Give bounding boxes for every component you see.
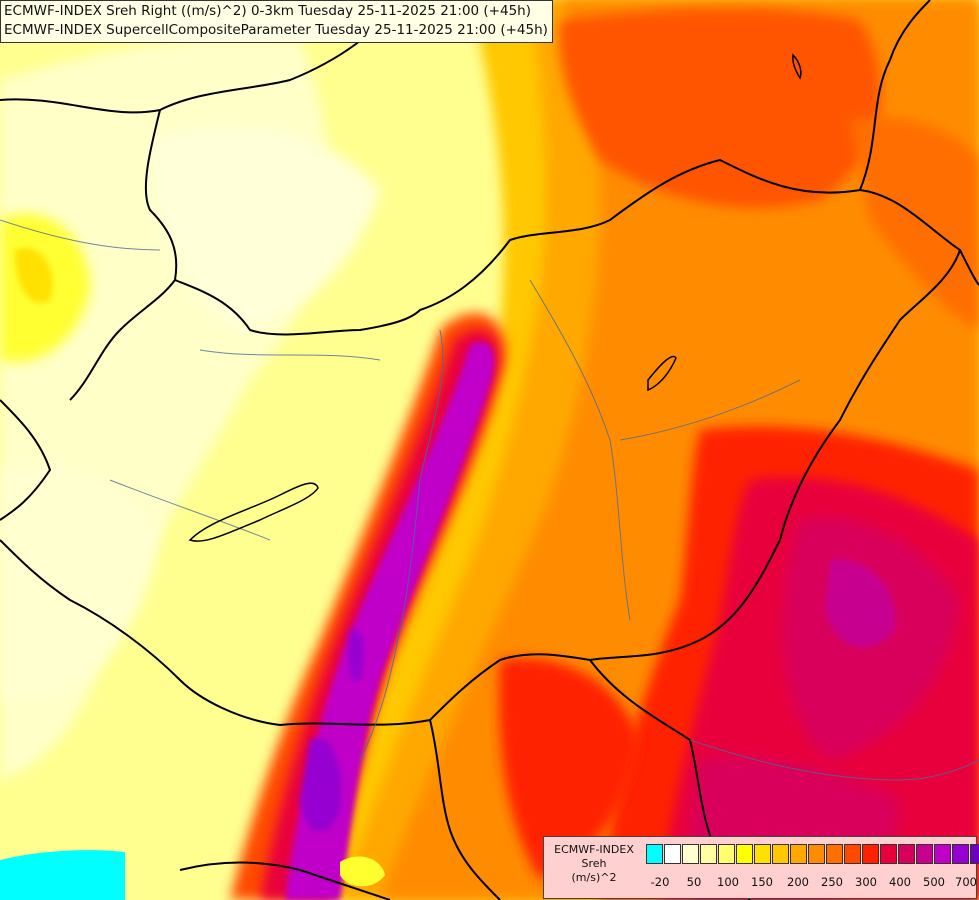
legend-swatch <box>970 844 979 864</box>
legend-tick-label: 150 <box>751 875 773 889</box>
legend-swatch <box>718 844 735 864</box>
legend-swatch <box>772 844 789 864</box>
lakes <box>188 53 802 542</box>
legend-swatch <box>826 844 843 864</box>
legend-swatch <box>808 844 825 864</box>
legend-tick-label: 50 <box>686 875 702 889</box>
legend-tick-label: -20 <box>650 875 670 889</box>
legend-tick-label: 400 <box>889 875 911 889</box>
legend-tick-label: 300 <box>855 875 877 889</box>
legend-swatch <box>952 844 969 864</box>
legend-swatch <box>862 844 879 864</box>
rivers <box>0 219 979 781</box>
legend-swatch <box>700 844 717 864</box>
legend-swatch <box>682 844 699 864</box>
legend-unit: (m/s)^2 <box>571 871 617 884</box>
legend-swatches <box>646 844 979 864</box>
map-title-sreh: ECMWF-INDEX Sreh Right ((m/s)^2) 0-3km T… <box>4 3 531 19</box>
legend-tick-label: 250 <box>821 875 843 889</box>
legend-swatch <box>916 844 933 864</box>
legend-swatch <box>898 844 915 864</box>
legend-tick-label: 200 <box>787 875 809 889</box>
legend-swatch <box>646 844 663 864</box>
legend-swatch <box>736 844 753 864</box>
legend-swatch <box>934 844 951 864</box>
map-title-box: ECMWF-INDEX Sreh Right ((m/s)^2) 0-3km T… <box>0 0 553 43</box>
legend-tick-label: 500 <box>923 875 945 889</box>
legend-swatch <box>664 844 681 864</box>
legend-source: ECMWF-INDEX <box>554 843 634 856</box>
legend-swatch <box>790 844 807 864</box>
legend-variable: Sreh <box>581 857 607 870</box>
color-legend: ECMWF-INDEX Sreh (m/s)^2 -20 50 100 150 200 2… <box>543 836 979 899</box>
legend-swatch <box>880 844 897 864</box>
legend-tick-label: 700 <box>955 875 977 889</box>
legend-tick-label: 100 <box>717 875 739 889</box>
legend-swatch <box>844 844 861 864</box>
legend-title: ECMWF-INDEX Sreh (m/s)^2 <box>544 843 644 885</box>
legend-swatch <box>754 844 771 864</box>
map-title-supercell: ECMWF-INDEX SupercellCompositeParameter … <box>4 22 548 38</box>
legend-ticks: -20 50 100 150 200 250 300 400 500 700 <box>646 875 977 891</box>
